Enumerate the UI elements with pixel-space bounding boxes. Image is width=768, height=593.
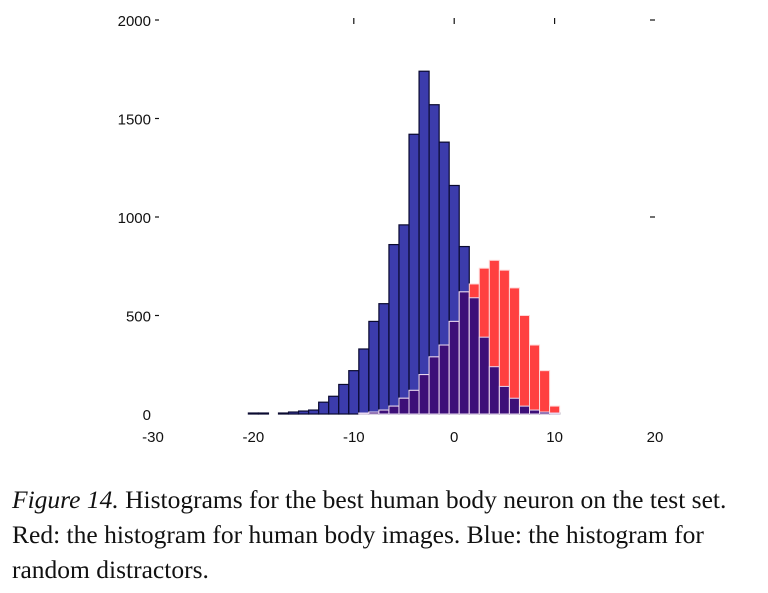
overlap-bar <box>488 366 500 415</box>
x-tick-label: -10 <box>343 429 365 446</box>
blue-bar <box>308 409 320 415</box>
y-tick-label: 1000 <box>118 210 151 227</box>
blue-bar <box>378 303 390 415</box>
overlap-bar <box>529 409 541 415</box>
x-tick-label: 20 <box>647 429 664 446</box>
overlap-bar <box>518 405 531 415</box>
overlap-bar <box>428 356 440 415</box>
y-tick-label: 1500 <box>118 112 151 129</box>
overlap-bar <box>478 336 490 415</box>
y-tick-label: 2000 <box>118 13 151 30</box>
overlap-bar <box>418 374 430 415</box>
overlap-bar <box>498 385 510 415</box>
blue-bar <box>368 320 380 415</box>
overlap-bar <box>539 411 551 415</box>
figure-caption: Figure 14. Histograms for the best human… <box>12 482 764 587</box>
overlap-bar <box>508 397 520 415</box>
overlap-bar <box>458 291 470 415</box>
overlap-bar <box>438 344 450 415</box>
axes: 0 500 1000 1500 2000 -30 -20 -10 0 10 20 <box>118 13 664 446</box>
red-histogram-series <box>358 259 561 415</box>
overlap-bar <box>378 409 390 415</box>
x-tick-label: 10 <box>546 429 563 446</box>
y-tick-label: 500 <box>126 309 151 326</box>
overlap-bar <box>468 297 480 415</box>
red-bar <box>518 315 531 415</box>
blue-bar <box>388 243 400 415</box>
red-bar <box>529 344 541 415</box>
blue-bar <box>297 410 310 415</box>
x-tick-label: -20 <box>243 429 265 446</box>
x-tick-label: -30 <box>142 429 164 446</box>
blue-bar <box>257 412 270 415</box>
blue-bar <box>398 224 410 415</box>
blue-bar <box>418 70 430 415</box>
blue-bar <box>408 133 420 415</box>
overlap-bar <box>398 397 410 415</box>
red-bar <box>539 370 551 415</box>
blue-bar <box>318 401 330 415</box>
figure-label: Figure 14. <box>12 485 119 514</box>
blue-bar <box>338 383 350 415</box>
blue-bar <box>328 395 340 415</box>
red-bar <box>508 287 520 415</box>
overlap-bar <box>549 412 561 415</box>
overlap-bar <box>448 320 460 415</box>
blue-bar <box>287 411 300 415</box>
blue-bar <box>247 412 260 415</box>
blue-bar <box>358 348 370 415</box>
blue-bar <box>348 370 360 415</box>
blue-bar <box>277 412 290 415</box>
y-tick-label: 0 <box>143 407 151 424</box>
x-tick-label: 0 <box>450 429 458 446</box>
overlap-bar <box>368 411 380 415</box>
histogram-chart: 0 500 1000 1500 2000 -30 -20 -10 0 10 20 <box>118 13 664 446</box>
overlap-bar <box>388 405 400 415</box>
caption-text: Histograms for the best human body neuro… <box>12 485 727 584</box>
overlap-bar <box>358 412 370 415</box>
overlap-bar <box>408 389 420 415</box>
